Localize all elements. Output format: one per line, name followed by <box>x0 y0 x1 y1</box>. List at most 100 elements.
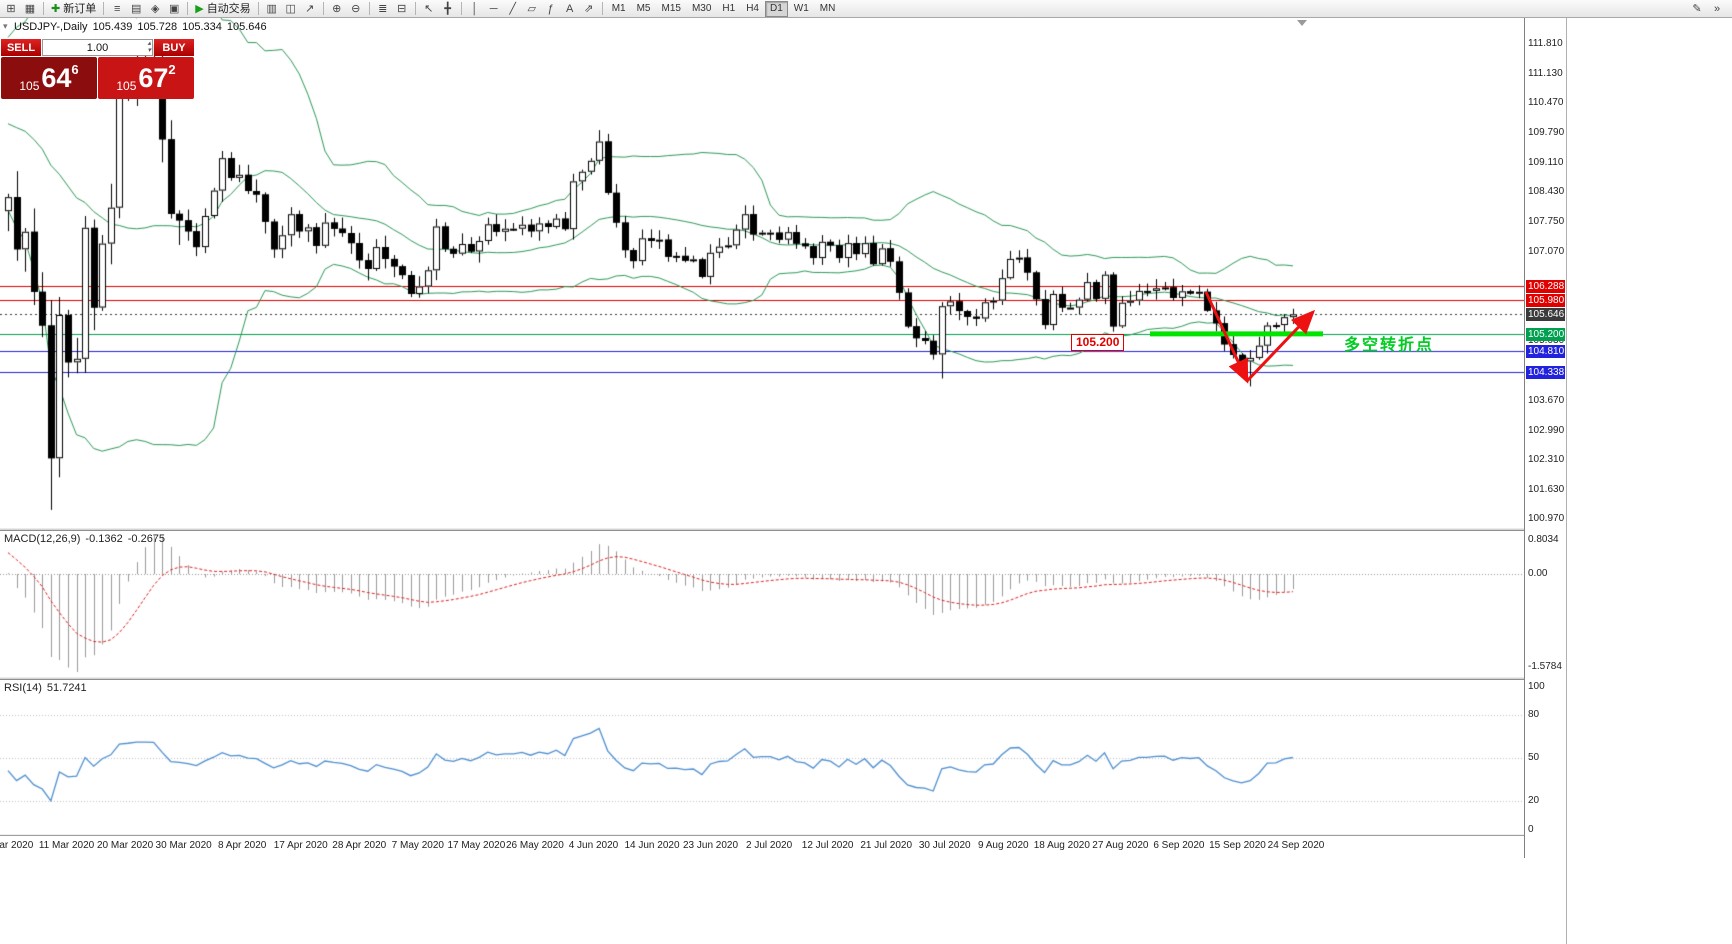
rsi-scale-label: 20 <box>1528 795 1540 807</box>
rsi-name: RSI(14) <box>4 682 42 694</box>
panel-resize-handle-rsi[interactable] <box>0 676 1566 680</box>
price-tag-104.810: 104.810 <box>1526 344 1565 358</box>
buy-button[interactable]: BUY <box>154 39 194 56</box>
macd-scale-label: 0.8034 <box>1528 534 1559 545</box>
support-level-price-label[interactable]: 105.200 <box>1071 333 1125 351</box>
date-axis-label: 28 Apr 2020 <box>332 840 387 851</box>
timeframe-m1-button[interactable]: M1 <box>607 1 631 17</box>
indicators-button[interactable]: ≣ <box>374 1 392 17</box>
symbol-period-label: USDJPY-,Daily <box>14 21 88 33</box>
buy-price-point: 2 <box>168 62 176 77</box>
rsi-scale-label: 0 <box>1528 824 1534 835</box>
macd-name: MACD(12,26,9) <box>4 533 81 545</box>
sell-button[interactable]: SELL <box>1 39 41 56</box>
tile-windows-button[interactable]: ⊟ <box>393 1 411 17</box>
macd-scale-label: -1.5784 <box>1528 661 1562 672</box>
date-axis-label: 24 Sep 2020 <box>1267 840 1325 851</box>
date-axis-label: 23 Jun 2020 <box>683 840 739 851</box>
workspace-empty-area <box>1566 18 1732 944</box>
volume-down-icon[interactable]: ▾ <box>147 47 151 54</box>
panel-resize-handle-macd[interactable] <box>0 527 1566 531</box>
profiles-button[interactable]: ▦ <box>21 1 39 17</box>
volume-stepper[interactable]: ▴ ▾ <box>147 40 151 54</box>
customize-button[interactable]: ✎ <box>1688 1 1706 17</box>
date-axis-label: 17 Apr 2020 <box>273 840 328 851</box>
timeframe-h1-button[interactable]: H1 <box>717 1 740 17</box>
chart-window[interactable]: ▾ USDJPY-,Daily 105.439 105.728 105.334 105.… <box>0 18 1566 944</box>
toolbar-separator <box>460 2 462 15</box>
more-button[interactable]: » <box>1708 1 1726 17</box>
date-axis-label: 15 Sep 2020 <box>1209 840 1266 851</box>
fibonacci-icon: ƒ <box>547 2 554 15</box>
cursor-button[interactable]: ↖ <box>420 1 438 17</box>
rsi-scale-label: 50 <box>1528 752 1540 763</box>
crosshair-button[interactable]: ╋ <box>439 1 457 17</box>
price-chart-canvas[interactable] <box>0 18 1524 858</box>
sell-price-box[interactable]: 105 64 6 <box>1 57 97 99</box>
date-axis-label: 30 Mar 2020 <box>155 840 212 851</box>
auto-trading-button[interactable]: ▶ 自动交易 <box>192 1 253 17</box>
timeframe-m30-button[interactable]: M30 <box>687 1 716 17</box>
price-axis[interactable]: 111.810 111.130 110.470 109.790 109.110 108.4… <box>1524 18 1566 858</box>
timeframe-m15-button[interactable]: M15 <box>657 1 686 17</box>
chart-shift-marker[interactable] <box>1297 20 1307 26</box>
arrows-tool-button[interactable]: ⇗ <box>580 1 598 17</box>
rsi-indicator-label: RSI(14) 51.7241 <box>4 682 92 694</box>
timeframe-mn-button[interactable]: MN <box>815 1 841 17</box>
date-axis-label: 17 May 2020 <box>447 840 506 851</box>
one-click-trading-panel: SELL 1.00 ▴ ▾ BUY 105 64 6 105 67 2 <box>1 39 194 99</box>
turning-point-note[interactable]: 多空转折点 <box>1344 337 1435 354</box>
timeframe-m5-button[interactable]: M5 <box>632 1 656 17</box>
navigator-button[interactable]: ◈ <box>146 1 164 17</box>
candlestick-chart-button[interactable]: ◫ <box>282 1 300 17</box>
zoom-out-icon: ⊖ <box>351 2 361 15</box>
ohlc-header: USDJPY-,Daily 105.439 105.728 105.334 105.64… <box>14 21 272 33</box>
timeframe-h4-button[interactable]: H4 <box>741 1 764 17</box>
vertical-line-icon: │ <box>471 2 479 15</box>
date-axis-label: 4 Jun 2020 <box>568 840 619 851</box>
horizontal-line-button[interactable]: ─ <box>485 1 503 17</box>
sell-price-pips: 64 <box>41 63 72 93</box>
buy-price-pips: 67 <box>138 63 169 93</box>
volume-up-icon[interactable]: ▴ <box>147 40 151 47</box>
price-axis-label: 103.670 <box>1528 394 1565 406</box>
toolbar-separator <box>368 2 370 15</box>
timeframe-d1-button[interactable]: D1 <box>765 0 788 17</box>
timeframe-w1-button[interactable]: W1 <box>789 1 814 17</box>
new-order-button[interactable]: ✚ 新订单 <box>48 1 99 17</box>
new-chart-button[interactable]: ⊞ <box>2 1 20 17</box>
data-window-button[interactable]: ▤ <box>127 1 145 17</box>
price-axis-label: 107.750 <box>1528 216 1565 228</box>
line-chart-button[interactable]: ↗ <box>301 1 319 17</box>
channel-button[interactable]: ▱ <box>523 1 541 17</box>
market-watch-icon: ≡ <box>114 2 121 15</box>
date-axis-label: 7 May 2020 <box>391 840 444 851</box>
date-axis-label: 14 Jun 2020 <box>624 840 680 851</box>
terminal-button[interactable]: ▣ <box>165 1 183 17</box>
volume-input[interactable]: 1.00 ▴ ▾ <box>42 39 153 56</box>
price-axis-label: 109.790 <box>1528 126 1565 138</box>
market-watch-button[interactable]: ≡ <box>108 1 126 17</box>
bar-chart-icon: ▥ <box>266 2 277 15</box>
price-axis-label: 109.110 <box>1528 156 1564 168</box>
ohlc-low: 105.334 <box>182 21 222 33</box>
order-panel-collapse-icon[interactable]: ▾ <box>3 21 8 31</box>
price-axis-label: 110.470 <box>1528 96 1564 108</box>
toolbar-separator <box>257 2 259 15</box>
horizontal-line-icon: ─ <box>489 2 498 15</box>
date-axis-label: 20 Mar 2020 <box>97 840 154 851</box>
toolbar-separator <box>43 2 44 15</box>
bar-chart-button[interactable]: ▥ <box>263 1 281 17</box>
vertical-line-button[interactable]: │ <box>466 1 484 17</box>
fibonacci-button[interactable]: ƒ <box>542 1 560 17</box>
buy-price-box[interactable]: 105 67 2 <box>98 57 194 99</box>
price-tag-104.338: 104.338 <box>1526 365 1565 379</box>
ohlc-close: 105.646 <box>226 21 267 33</box>
trendline-button[interactable]: ╱ <box>504 1 522 17</box>
zoom-in-button[interactable]: ⊕ <box>328 1 346 17</box>
text-tool-button[interactable]: A <box>561 1 579 17</box>
zoom-out-button[interactable]: ⊖ <box>347 1 365 17</box>
date-axis-label: 11 Mar 2020 <box>38 840 95 851</box>
cursor-icon: ↖ <box>424 2 434 15</box>
